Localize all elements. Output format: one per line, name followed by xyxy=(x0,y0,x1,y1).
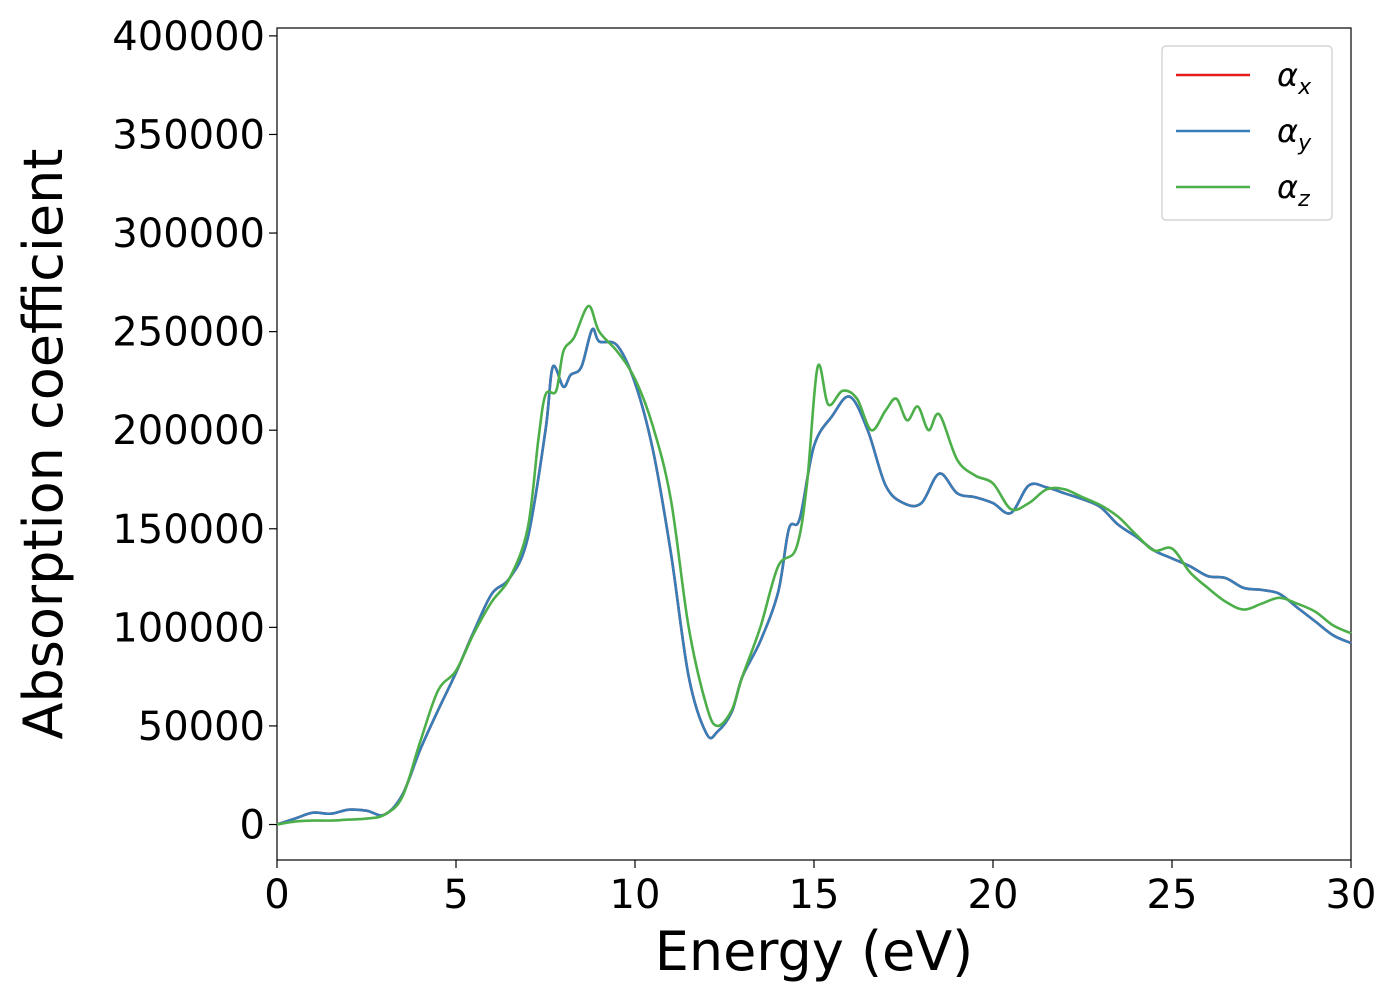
series-line-z xyxy=(276,304,1352,826)
legend-subscript: x xyxy=(1297,75,1312,100)
y-tick-label: 300000 xyxy=(112,211,265,257)
y-axis-title: Absorption coefficient xyxy=(12,149,75,740)
y-tick-label: 200000 xyxy=(112,408,265,454)
x-tick-label: 20 xyxy=(968,872,1019,918)
x-axis-title: Energy (eV) xyxy=(655,920,974,983)
legend-frame xyxy=(1161,45,1333,221)
y-tick-label: 0 xyxy=(240,803,265,849)
y-axis: 0 50000 100000 150000 200000 250000 300000 3500… xyxy=(112,14,277,849)
x-axis: 0 5 10 15 20 25 30 xyxy=(264,860,1376,918)
x-tick-label: 15 xyxy=(789,872,840,918)
legend-subscript: y xyxy=(1297,131,1312,156)
x-tick-label: 5 xyxy=(443,872,468,918)
legend-subscript: z xyxy=(1297,187,1310,212)
x-tick-label: 30 xyxy=(1326,872,1377,918)
y-tick-label: 50000 xyxy=(138,704,265,750)
legend-label-y: αy xyxy=(1277,112,1312,156)
y-tick-label: 150000 xyxy=(112,507,265,553)
x-tick-label: 0 xyxy=(264,872,289,918)
series-lines xyxy=(276,304,1352,826)
y-tick-label: 100000 xyxy=(112,605,265,651)
y-tick-label: 400000 xyxy=(112,14,265,60)
y-tick-label: 350000 xyxy=(112,112,265,158)
y-tick-label: 250000 xyxy=(112,310,265,356)
x-tick-label: 25 xyxy=(1147,872,1198,918)
x-tick-label: 10 xyxy=(610,872,661,918)
